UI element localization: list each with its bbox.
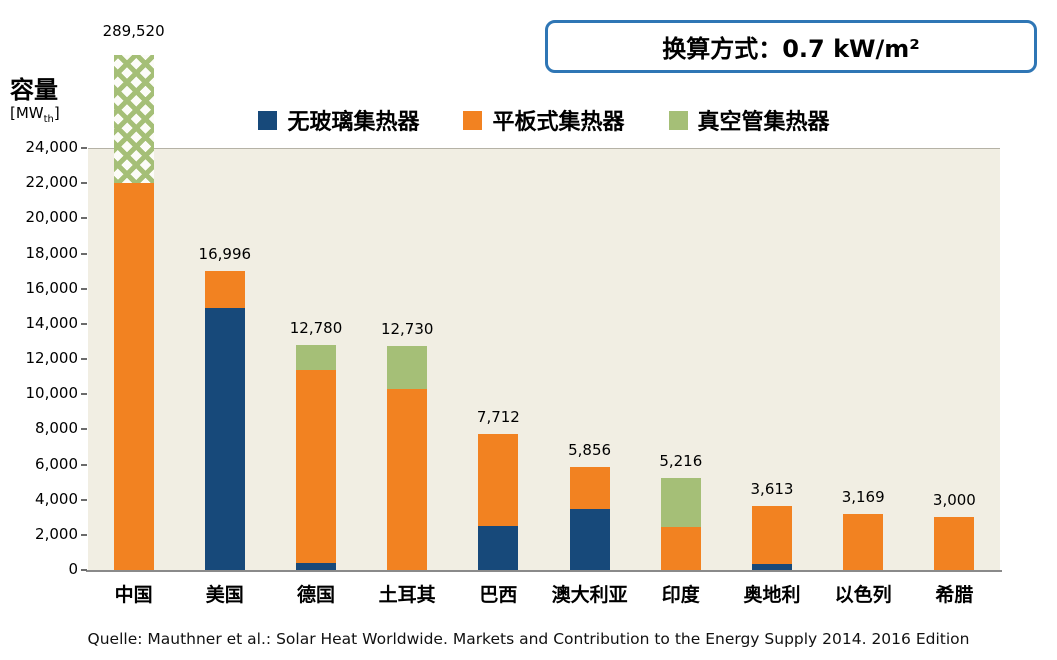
y-axis-unit-sub: th: [43, 114, 54, 125]
y-tick-mark: [81, 498, 87, 501]
bar-total-label: 12,780: [289, 319, 343, 338]
bar-segment-flat_plate: [934, 517, 975, 570]
bar-total-label: 289,520: [102, 22, 165, 40]
bar-total-label: 5,856: [568, 441, 612, 460]
y-axis-unit-prefix: [MW: [10, 104, 44, 122]
bar-segment-flat_plate: [296, 369, 336, 563]
x-axis-label: 印度: [661, 584, 700, 606]
y-tick-mark: [81, 182, 87, 185]
y-tick-label: 20,000: [25, 208, 79, 227]
bar-segment-flat_plate: [478, 434, 519, 527]
bar-overflow-hatch: [113, 55, 154, 184]
x-axis-label: 希腊: [935, 584, 974, 606]
bar-segment-flat_plate: [843, 514, 884, 570]
bar-segment-evacuated_tube: [387, 346, 428, 389]
y-tick-mark: [81, 322, 87, 325]
y-tick-mark: [81, 287, 87, 290]
bar-segment-evacuated_tube: [660, 478, 701, 527]
y-axis-unit-suffix: ]: [53, 104, 60, 122]
y-tick-mark: [81, 463, 87, 466]
bar-total-label: 3,613: [750, 480, 794, 499]
bar-segment-flat_plate: [113, 183, 154, 570]
x-axis-label: 土耳其: [378, 584, 436, 606]
conversion-note-box: 换算方式：0.7 kW/m²: [545, 20, 1037, 73]
legend-swatch-flat_plate: [463, 110, 483, 130]
y-tick-mark: [81, 393, 87, 396]
x-axis-label: 澳大利亚: [551, 584, 628, 606]
y-tick-label: 24,000: [25, 138, 79, 156]
y-tick-label: 18,000: [25, 243, 79, 262]
bar-total-label: 3,000: [932, 491, 976, 510]
legend-item-unglazed: 无玻璃集热器: [258, 104, 419, 136]
y-tick-mark: [81, 358, 87, 360]
legend-swatch-evacuated_tube: [668, 110, 688, 130]
legend-swatch-unglazed: [258, 110, 278, 130]
x-axis-label: 巴西: [479, 584, 518, 606]
y-tick-label: 22,000: [25, 173, 79, 192]
y-tick-mark: [81, 533, 87, 536]
bar-segment-flat_plate: [387, 388, 428, 570]
bar-segment-unglazed: [478, 526, 519, 570]
bar-segment-unglazed: [296, 562, 336, 570]
bar-total-label: 16,996: [198, 245, 252, 264]
bar-total-label: 7,712: [476, 408, 520, 427]
bar-total-label: 12,730: [380, 320, 434, 339]
y-tick-mark: [81, 428, 87, 431]
x-axis-label: 以色列: [834, 584, 892, 606]
y-tick-mark: [81, 252, 87, 255]
x-axis-label: 中国: [114, 584, 153, 606]
bar-segment-unglazed: [752, 563, 792, 570]
legend-item-flat_plate: 平板式集热器: [463, 104, 625, 136]
x-axis-label: 德国: [296, 584, 335, 606]
y-tick-mark: [81, 569, 87, 571]
y-tick-label: 8,000: [35, 419, 78, 438]
x-axis-label: 美国: [205, 584, 244, 606]
y-tick-label: 6,000: [35, 454, 78, 473]
y-tick-label: 16,000: [25, 278, 79, 297]
legend-label-flat_plate: 平板式集热器: [492, 110, 625, 135]
source-note: Quelle: Mauthner et al.: Solar Heat Worl…: [87, 630, 970, 648]
y-axis-unit: [MWth]: [10, 104, 60, 125]
bar-total-label: 5,216: [659, 452, 703, 471]
y-tick-mark: [81, 147, 87, 149]
conversion-note-text: 换算方式：0.7 kW/m²: [662, 35, 920, 63]
y-tick-label: 2,000: [35, 524, 78, 543]
y-tick-label: 0: [68, 560, 78, 578]
legend-item-evacuated_tube: 真空管集热器: [668, 104, 830, 136]
bar-segment-unglazed: [569, 509, 610, 570]
y-axis-title: 容量: [10, 76, 58, 104]
bar-segment-flat_plate: [752, 506, 792, 564]
y-tick-label: 14,000: [25, 313, 79, 332]
bar-total-label: 3,169: [841, 488, 885, 507]
x-axis-label: 奥地利: [743, 584, 801, 606]
x-axis-line: [86, 570, 1002, 572]
bar-segment-evacuated_tube: [296, 345, 336, 370]
legend-label-evacuated_tube: 真空管集热器: [697, 110, 830, 135]
bar-segment-flat_plate: [569, 467, 610, 510]
bar-segment-flat_plate: [204, 271, 245, 308]
y-tick-label: 4,000: [35, 489, 78, 508]
legend-label-unglazed: 无玻璃集热器: [287, 110, 420, 135]
legend: 无玻璃集热器 平板式集热器 真空管集热器: [88, 104, 1000, 136]
y-tick-mark: [81, 217, 87, 220]
bar-segment-unglazed: [204, 308, 245, 570]
bar-segment-flat_plate: [660, 526, 701, 570]
y-tick-label: 12,000: [25, 349, 79, 367]
y-tick-label: 10,000: [25, 384, 79, 403]
